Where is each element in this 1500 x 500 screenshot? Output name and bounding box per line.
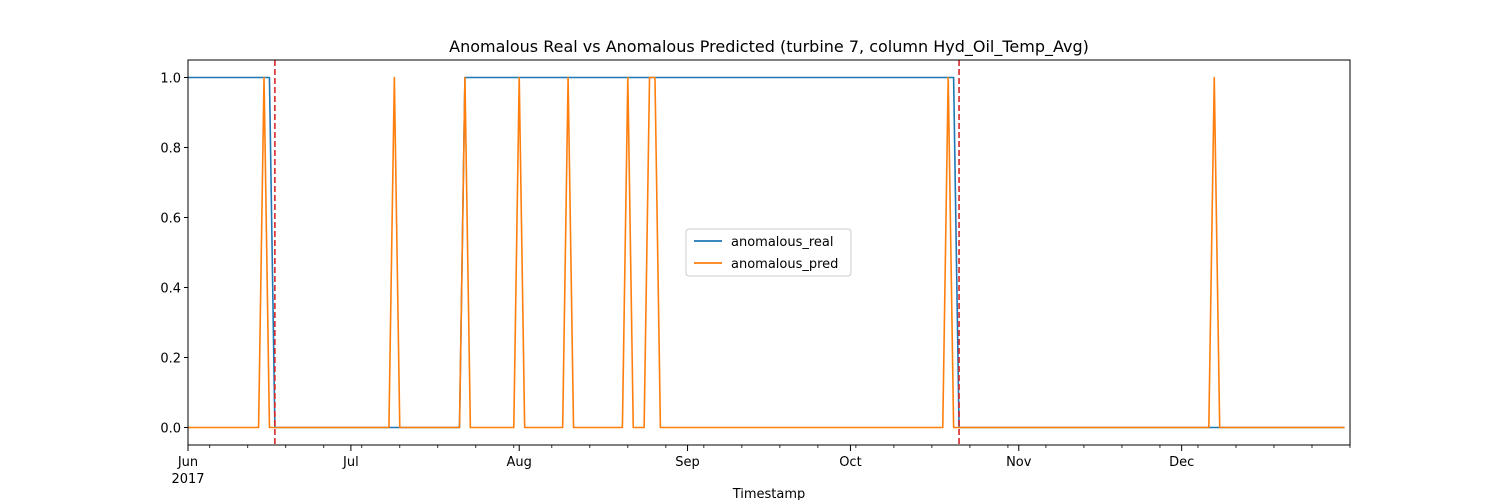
x-tick-label: Aug <box>507 455 532 470</box>
y-tick-label: 0.2 <box>160 352 181 367</box>
chart-title: Anomalous Real vs Anomalous Predicted (t… <box>449 37 1089 57</box>
x-tick-label: Jun <box>177 455 198 470</box>
x-axis-label: Timestamp <box>732 487 806 500</box>
series-line-anomalous_pred <box>188 76 1345 429</box>
x-tick-sublabel: 2017 <box>171 472 204 487</box>
y-tick-label: 0.0 <box>160 422 181 437</box>
y-tick-label: 1.0 <box>160 72 181 87</box>
y-tick-label: 0.4 <box>160 282 181 297</box>
x-tick-label: Nov <box>1006 455 1032 470</box>
y-tick-label: 0.6 <box>160 212 181 227</box>
plot-frame <box>187 59 1351 446</box>
plot-area: 0.0 0.2 0.4 0.6 0.8 1.0 Jun 2017 Jul Aug Sep Oct Nov… <box>160 59 1351 487</box>
y-tick-label: 0.8 <box>160 142 181 157</box>
legend-label-anomalous_pred: anomalous_pred <box>731 257 838 272</box>
x-tick-label: Sep <box>675 455 700 470</box>
x-tick-label: Jul <box>342 455 359 470</box>
x-tick-label: Dec <box>1169 455 1194 470</box>
x-tick-label: Oct <box>839 455 861 470</box>
legend-box <box>685 228 852 277</box>
legend-label-anomalous_real: anomalous_real <box>731 235 834 250</box>
